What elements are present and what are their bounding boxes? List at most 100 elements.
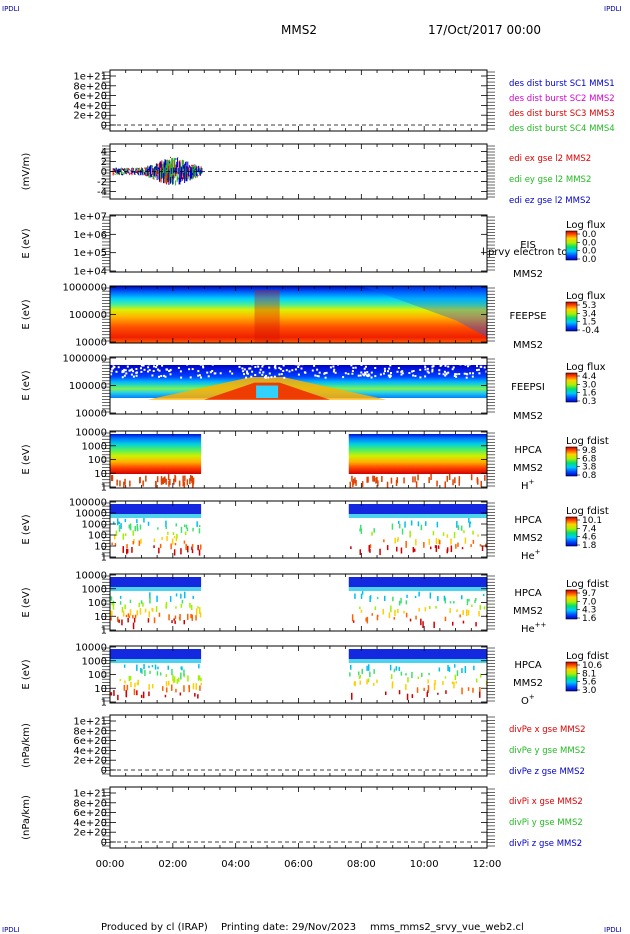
spectrogram-speckle [361, 591, 364, 595]
spectrogram-speckle [355, 479, 357, 486]
spectrogram-speckle [132, 622, 135, 630]
spectrogram-speckle [197, 606, 199, 609]
species-label: He+ [521, 548, 541, 562]
spectrogram-speckle [196, 521, 198, 527]
colorbar [565, 446, 578, 477]
panel-frame [109, 714, 488, 777]
spectrogram-speckle [397, 608, 399, 613]
spectrogram-speckle [119, 596, 122, 599]
spectrogram-speckle [375, 477, 377, 484]
spectrogram-speckle [439, 540, 441, 545]
spectrogram-speckle [158, 612, 161, 617]
colorbar-tick-label: 0.0 [582, 247, 597, 257]
spectrogram-speckle [427, 371, 430, 374]
spectrogram-speckle [157, 527, 159, 530]
spectrogram-speckle [431, 370, 434, 373]
panel-content-hpca-he2 [110, 577, 487, 630]
spectrogram-speckle [344, 372, 347, 375]
spectrogram-speckle [137, 679, 139, 686]
spectrogram-speckle [191, 368, 194, 371]
spectrogram-speckle [165, 526, 168, 529]
x-tick-label: 06:00 [284, 859, 313, 870]
spectrogram-speckle [147, 521, 150, 526]
spectrogram-speckle [148, 665, 150, 668]
spectrogram-speckle [111, 542, 113, 545]
spectrogram-speckle [110, 610, 112, 616]
spectrogram-speckle [369, 596, 371, 603]
spectrogram-speckle [141, 668, 143, 674]
spectrogram-speckle [125, 690, 127, 697]
footer-printing: Printing date: 29/Nov/2023 [221, 922, 356, 933]
spectrogram-speckle [316, 368, 319, 371]
spectrogram-speckle [369, 548, 371, 553]
spectrogram-speckle [254, 366, 257, 368]
spectrogram-speckle [111, 475, 113, 482]
spectrogram-speckle [166, 368, 169, 371]
spectrogram-speckle [313, 364, 316, 367]
spectrogram-speckle [178, 480, 181, 487]
spectrogram-fill [348, 504, 487, 514]
spectrogram-speckle [250, 375, 253, 378]
spectrogram-speckle [386, 481, 389, 488]
colorbar-tick-label: 3.0 [582, 686, 597, 696]
y-tick-label: 6e+20 [73, 91, 107, 102]
colorbar-tick-label: 4.6 [582, 533, 597, 543]
spectrogram-speckle [433, 683, 436, 691]
spectrogram-speckle [143, 368, 146, 371]
y-tick-label: 10 [94, 612, 107, 623]
y-tick-label: 100 [88, 531, 107, 542]
spectrogram-speckle [123, 684, 126, 691]
colorbar-tick-label: 0.0 [582, 238, 597, 248]
spectrogram-speckle [231, 372, 234, 375]
spectrogram-speckle [191, 477, 193, 484]
spectrogram-speckle [191, 614, 193, 621]
spectrogram-speckle [261, 373, 264, 376]
spectrogram-speckle [171, 538, 174, 545]
colorbar-tick-label: 8.1 [582, 669, 596, 679]
spectrogram-speckle [444, 616, 447, 622]
spectrogram-speckle [410, 520, 413, 526]
spectrogram-speckle [438, 538, 440, 544]
colorbar-tick-label: 7.0 [582, 597, 597, 607]
panel-hpca-he2: 10000 1000 100 10 1 E (eV) HPCA MMS2 He++ Log fdi… [21, 571, 609, 637]
spectrogram-speckle [110, 692, 113, 696]
y-axis-label: (nPa/km) [21, 795, 32, 840]
colorbar-tick-label: 1.6 [582, 389, 597, 399]
spectrogram-speckle [411, 671, 413, 679]
spectrogram-fill [110, 504, 202, 514]
spectrogram-speckle [152, 684, 154, 689]
spectrogram-speckle [360, 524, 362, 530]
spectrogram-speckle [436, 480, 438, 487]
spectrogram-speckle [390, 674, 393, 680]
spectrogram-speckle [373, 669, 375, 674]
colorbar-tick-label: 0.0 [582, 255, 597, 265]
spectrogram-speckle [152, 370, 155, 372]
spectrogram-speckle [164, 694, 167, 698]
spectrogram-speckle [180, 603, 183, 608]
spectrogram-speckle [142, 602, 144, 607]
spectrogram-speckle [294, 363, 297, 366]
spectrogram-speckle [297, 373, 300, 376]
spectrogram-speckle [325, 371, 328, 374]
spectrogram-speckle [427, 685, 430, 692]
spectrogram-speckle [406, 594, 408, 598]
spectrogram-speckle [184, 524, 186, 528]
spectrogram-speckle [169, 479, 171, 485]
spectrogram-speckle [191, 544, 194, 548]
spectrogram-speckle [171, 684, 173, 691]
spectrogram-speckle [311, 369, 314, 372]
spectrogram-speckle [424, 363, 426, 366]
spectrogram-speckle [148, 611, 150, 618]
spectrogram-speckle [184, 531, 187, 536]
spectrogram-speckle [198, 549, 201, 556]
spectrogram-speckle [133, 688, 136, 696]
spectrogram-speckle [471, 604, 473, 607]
spectrogram-speckle [174, 620, 176, 624]
species-charge: + [535, 548, 541, 556]
y-tick-label: 1e+05 [73, 248, 107, 259]
spectrogram-speckle [350, 364, 353, 367]
spectrogram-speckle [250, 363, 253, 366]
spectrogram-speckle [479, 673, 482, 678]
spectrogram-speckle [173, 549, 176, 556]
x-tick-label: 04:00 [221, 859, 250, 870]
